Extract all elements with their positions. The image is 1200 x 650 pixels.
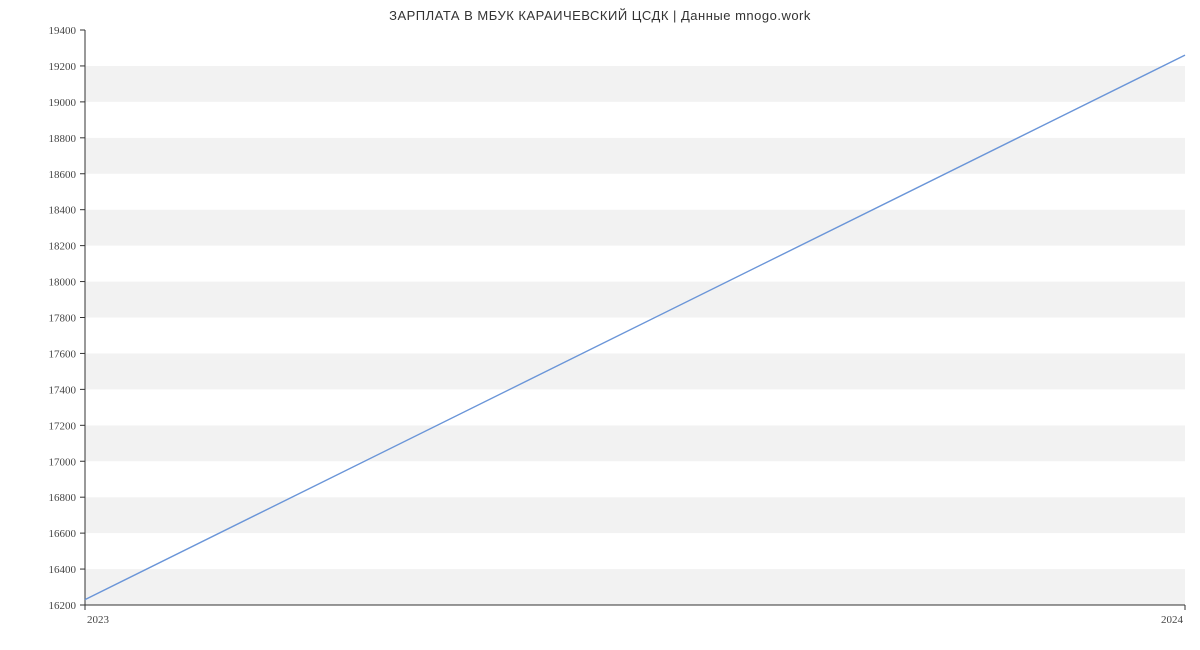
x-tick-label: 2024 [1161, 614, 1184, 626]
y-tick-label: 18200 [49, 241, 77, 253]
y-tick-label: 19000 [49, 97, 77, 109]
y-tick-label: 16800 [49, 492, 77, 504]
salary-line-chart: ЗАРПЛАТА В МБУК КАРАИЧЕВСКИЙ ЦСДК | Данн… [0, 0, 1200, 650]
y-tick-label: 19200 [49, 61, 77, 73]
y-tick-label: 17800 [49, 313, 77, 325]
y-tick-label: 18400 [49, 205, 77, 217]
y-tick-label: 18800 [49, 133, 77, 145]
chart-svg: 16200 16400 16600 16800 17000 17200 17400 17600… [0, 0, 1200, 650]
y-tick-label: 17200 [49, 420, 77, 432]
y-tick-label: 19400 [49, 25, 77, 37]
y-tick-label: 16600 [49, 528, 77, 540]
y-tick-label: 18000 [49, 277, 77, 289]
y-tick-label: 16400 [49, 564, 77, 576]
y-tick-label: 18600 [49, 169, 77, 181]
y-tick-label: 17400 [49, 384, 77, 396]
x-tick-label: 2023 [87, 614, 110, 626]
y-tick-label: 17600 [49, 348, 77, 360]
y-tick-label: 17000 [49, 456, 77, 468]
y-tick-label: 16200 [49, 600, 77, 612]
